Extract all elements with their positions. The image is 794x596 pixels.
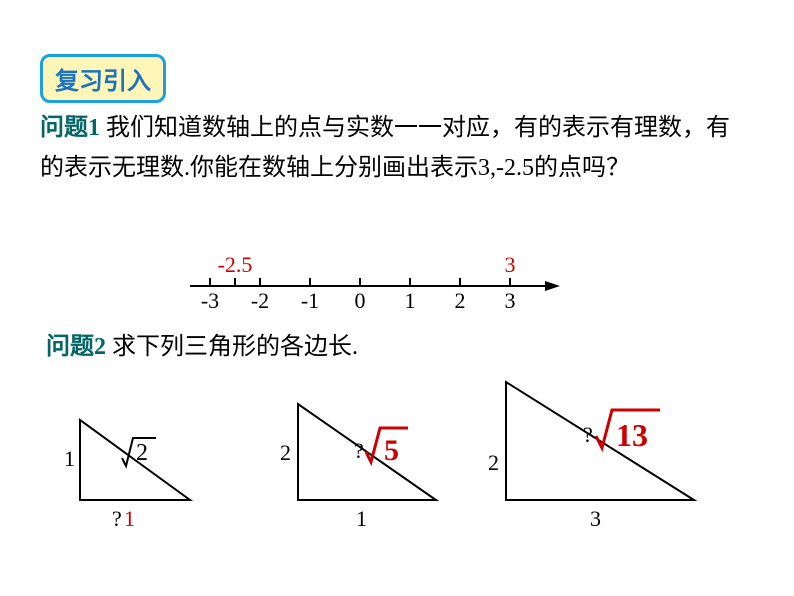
tri1-hyp: 2 — [122, 438, 156, 466]
number-line: -3 -2 -1 0 1 2 3 -2.5 3 — [190, 256, 580, 316]
problem2-block: 问题2 求下列三角形的各边长. — [46, 326, 358, 361]
svg-text:-1: -1 — [301, 288, 319, 313]
svg-text:-2: -2 — [251, 288, 269, 313]
numberline-ticks — [210, 278, 510, 286]
svg-text:2: 2 — [136, 440, 148, 466]
triangles-block: 1 ? 1 2 2 1 ? 5 2 3 ? — [40, 380, 740, 560]
tri2-horizontal-label: 1 — [356, 506, 367, 531]
problem1-text: 我们知道数轴上的点与实数一一对应，有的表示有理数，有的表示无理数.你能在数轴上分… — [40, 115, 730, 181]
svg-text:-3: -3 — [201, 288, 219, 313]
tri1-vertical-label: 1 — [64, 446, 75, 471]
triangle-2: 2 1 ? 5 — [280, 404, 436, 531]
mark-neg25: -2.5 — [218, 256, 253, 277]
svg-text:0: 0 — [355, 288, 366, 313]
mark-3: 3 — [505, 256, 516, 277]
svg-text:3: 3 — [505, 288, 516, 313]
tri1-horizontal-ans: 1 — [124, 506, 135, 531]
tri2-hyp-ans: 5 — [366, 428, 408, 467]
svg-text:13: 13 — [616, 417, 648, 453]
problem1-label: 问题1 — [40, 115, 100, 141]
tri2-hyp-q: ? — [354, 438, 364, 463]
tri3-hyp-ans: 13 — [596, 410, 660, 453]
numberline-arrow — [545, 281, 560, 291]
triangle-1: 1 ? 1 2 — [64, 420, 190, 531]
problem1-block: 问题1 我们知道数轴上的点与实数一一对应，有的表示有理数，有的表示无理数.你能在… — [40, 108, 734, 188]
problem2-text: 求下列三角形的各边长. — [112, 334, 358, 360]
tri3-hyp-q: ? — [583, 422, 593, 447]
svg-text:5: 5 — [384, 434, 399, 467]
svg-text:1: 1 — [405, 288, 416, 313]
tri1-horizontal-q: ? — [112, 506, 122, 531]
triangle-3: 2 3 ? 13 — [488, 382, 694, 531]
problem2-label: 问题2 — [46, 334, 106, 360]
section-tag: 复习引入 — [40, 54, 166, 103]
tri3-vertical-label: 2 — [488, 450, 499, 475]
svg-text:2: 2 — [455, 288, 466, 313]
numberline-tick-labels: -3 -2 -1 0 1 2 3 — [201, 288, 516, 313]
tri2-vertical-label: 2 — [280, 440, 291, 465]
tri3-horizontal-label: 3 — [590, 506, 601, 531]
